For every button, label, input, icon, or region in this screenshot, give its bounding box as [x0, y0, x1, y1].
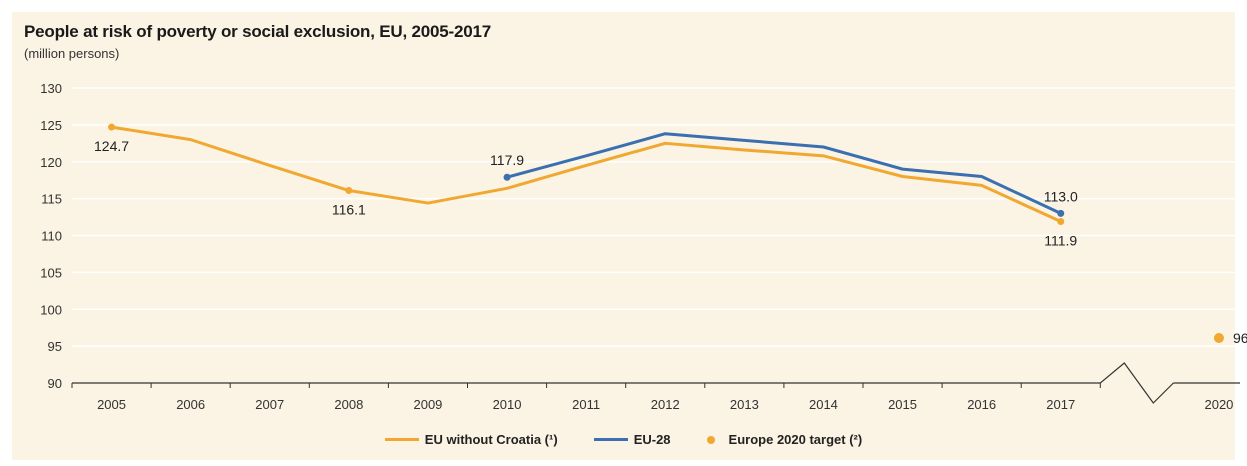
data-label: 117.9 [490, 152, 524, 168]
x-tick-label: 2013 [730, 397, 759, 412]
y-tick-label: 130 [40, 81, 62, 96]
target-point [1213, 333, 1224, 344]
y-tick-label: 110 [41, 229, 62, 244]
legend-item-eu-without-croatia: EU without Croatia (¹) [384, 432, 558, 447]
chart-legend: EU without Croatia (¹) EU-28 Europe 2020… [0, 432, 1247, 447]
x-tick-label: 2007 [255, 397, 284, 412]
series-line-1 [506, 132, 1062, 215]
x-tick-label: 2011 [572, 397, 600, 412]
data-label: 116.1 [332, 202, 366, 218]
legend-label: EU-28 [633, 432, 671, 447]
data-label: 124.7 [94, 138, 129, 154]
x-tick-label: 2015 [888, 397, 917, 412]
series-line-0 [111, 125, 1062, 223]
data-label: 96.1 [1233, 330, 1247, 346]
data-point-marker [1057, 209, 1065, 217]
legend-item-europe-2020-target: Europe 2020 target (²) [706, 432, 863, 447]
data-point-marker [1057, 217, 1065, 225]
y-tick-label: 90 [48, 376, 62, 391]
y-tick-label: 105 [40, 265, 62, 280]
x-tick-label: 2005 [97, 397, 126, 412]
x-tick-label: 2017 [1046, 397, 1075, 412]
data-point-marker [345, 187, 353, 195]
x-tick-label: 2009 [413, 397, 442, 412]
y-tick-label: 95 [48, 339, 62, 354]
data-label: 113.0 [1044, 188, 1078, 204]
chart-subtitle: (million persons) [24, 46, 120, 61]
y-tick-label: 100 [40, 302, 62, 317]
chart-title: People at risk of poverty or social excl… [24, 22, 492, 41]
y-tick-label: 115 [41, 192, 62, 207]
data-label: 111.9 [1044, 232, 1077, 248]
legend-line-swatch [384, 438, 419, 441]
legend-label: Europe 2020 target (²) [728, 432, 863, 447]
x-tick-label: 2010 [493, 397, 522, 412]
y-tick-label: 125 [40, 118, 62, 133]
legend-label: EU without Croatia (¹) [424, 432, 558, 447]
x-tick-label: 2020 [1204, 397, 1233, 412]
legend-item-eu-28: EU-28 [593, 432, 671, 447]
legend-dot-swatch [706, 435, 715, 444]
axis-break-mark [1099, 362, 1174, 404]
legend-line-swatch [593, 438, 628, 441]
x-tick-label: 2006 [176, 397, 205, 412]
x-tick-label: 2008 [334, 397, 363, 412]
y-tick-label: 120 [40, 155, 62, 170]
x-tick-label: 2016 [967, 397, 996, 412]
x-tick-label: 2014 [809, 397, 838, 412]
x-tick-label: 2012 [651, 397, 680, 412]
data-point-marker [108, 123, 116, 131]
data-point-marker [503, 173, 511, 181]
